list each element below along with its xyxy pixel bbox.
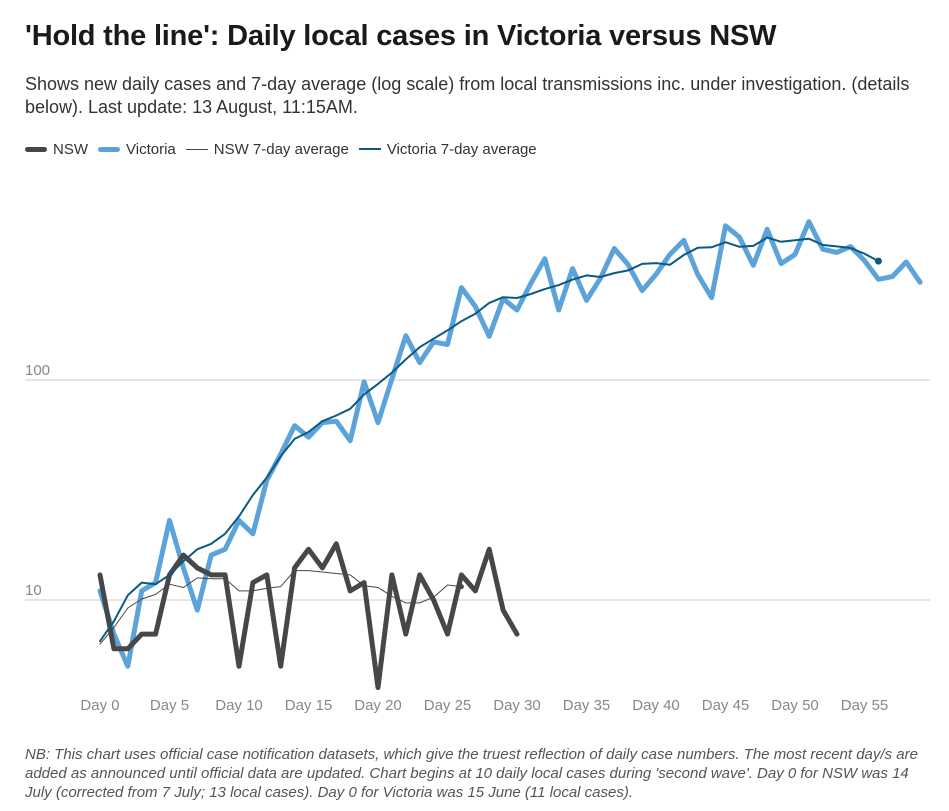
series-lines bbox=[97, 219, 923, 690]
x-tick-label: Day 40 bbox=[632, 697, 680, 714]
legend-item-nsw: NSW bbox=[25, 141, 88, 158]
footnote: NB: This chart uses official case notifi… bbox=[25, 746, 918, 801]
legend-swatch-nsw-average bbox=[185, 148, 208, 150]
series-line-nsw bbox=[97, 541, 520, 690]
x-tick-label: Day 0 bbox=[80, 697, 119, 714]
legend-label-nsw: NSW bbox=[53, 140, 88, 158]
legend-swatch-nsw bbox=[25, 146, 47, 152]
x-tick-label: Day 35 bbox=[563, 697, 611, 714]
line-chart: 10 100 Day 0 Day 5 Day 10 Day 15 Day 20 Day 25… bbox=[25, 219, 930, 714]
x-tick-label: Day 45 bbox=[702, 697, 750, 714]
series-line-victoria-7-day-average bbox=[99, 236, 880, 643]
legend-label-victoria: Victoria bbox=[126, 140, 176, 158]
x-tick-label: Day 25 bbox=[424, 697, 472, 714]
series-line-victoria bbox=[97, 219, 923, 669]
x-tick-label: Day 15 bbox=[285, 697, 333, 714]
y-axis: 10 100 bbox=[25, 362, 50, 599]
x-tick-label: Day 5 bbox=[150, 697, 189, 714]
gridlines bbox=[25, 379, 930, 601]
y-tick-label: 100 bbox=[25, 362, 50, 379]
legend-label-nsw-average: NSW 7-day average bbox=[213, 140, 349, 158]
x-tick-label: Day 30 bbox=[493, 697, 541, 714]
x-tick-label: Day 55 bbox=[841, 697, 889, 714]
legend-item-victoria: Victoria bbox=[98, 141, 176, 158]
legend: NSW Victoria NSW 7-day average Victoria … bbox=[25, 139, 547, 159]
legend-label-victoria-average: Victoria 7-day average bbox=[386, 140, 537, 158]
legend-swatch-victoria-average bbox=[358, 148, 381, 150]
series-end-marker-victoria-7-day-average bbox=[874, 257, 882, 265]
x-tick-label: Day 20 bbox=[354, 697, 402, 714]
legend-item-nsw-average: NSW 7-day average bbox=[185, 140, 349, 158]
series-line-nsw-7-day-average bbox=[99, 570, 462, 645]
y-tick-label: 10 bbox=[25, 582, 42, 599]
legend-item-victoria-average: Victoria 7-day average bbox=[358, 140, 537, 158]
chart-title: 'Hold the line': Daily local cases in Vi… bbox=[25, 20, 777, 52]
x-tick-label: Day 10 bbox=[215, 697, 263, 714]
chart-subtitle: Shows new daily cases and 7-day average … bbox=[25, 74, 910, 117]
x-axis: Day 0 Day 5 Day 10 Day 15 Day 20 Day 25 Day 30… bbox=[80, 697, 888, 714]
x-tick-label: Day 50 bbox=[771, 697, 819, 714]
series-end-marker-nsw-7-day-average bbox=[458, 584, 464, 590]
legend-swatch-victoria bbox=[98, 146, 120, 152]
